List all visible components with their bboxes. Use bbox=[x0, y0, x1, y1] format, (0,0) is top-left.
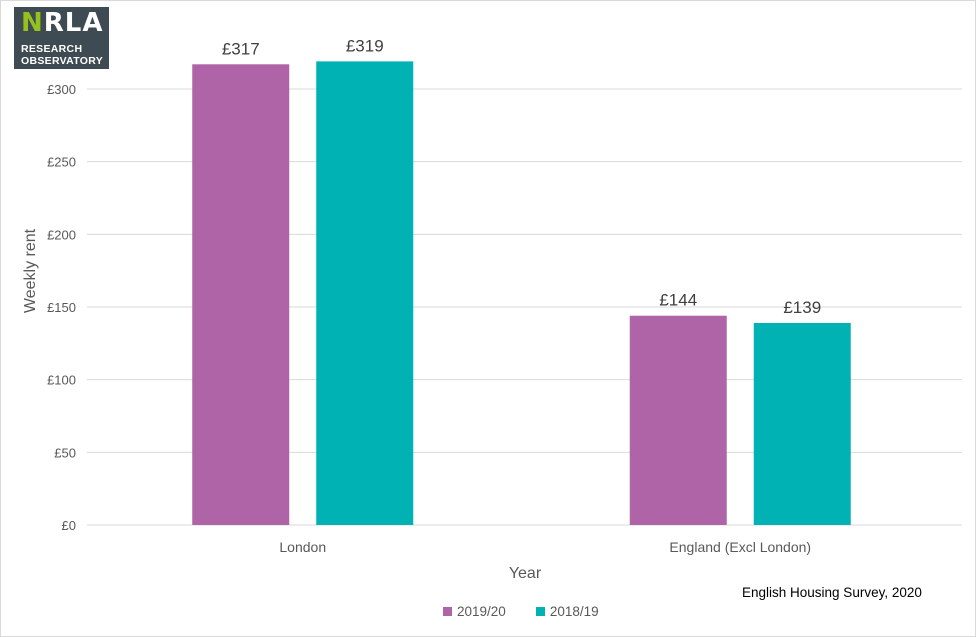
logo-brand: NRLA bbox=[21, 8, 104, 38]
bar bbox=[316, 61, 414, 526]
bar bbox=[753, 322, 851, 525]
category-label: England (Excl London) bbox=[669, 539, 811, 555]
y-tick-label: £100 bbox=[47, 373, 76, 388]
logo-line-observatory: OBSERVATORY bbox=[21, 55, 104, 67]
data-label: £139 bbox=[783, 298, 821, 317]
y-tick-label: £150 bbox=[47, 300, 76, 315]
bars bbox=[192, 61, 851, 526]
y-tick-label: £50 bbox=[54, 445, 76, 460]
y-tick-labels: £0 £50 £100 £150 £200 £250 £300 bbox=[47, 82, 76, 533]
bar bbox=[192, 64, 290, 525]
category-label: London bbox=[279, 539, 326, 555]
data-labels: £317 £319 £144 £139 bbox=[222, 36, 821, 317]
y-tick-label: £250 bbox=[47, 155, 76, 170]
legend-label-series2: 2018/19 bbox=[549, 604, 599, 619]
y-tick-label: £200 bbox=[47, 227, 76, 242]
data-label: £319 bbox=[346, 36, 384, 55]
nrla-logo: NRLA RESEARCH OBSERVATORY bbox=[14, 7, 109, 69]
source-note: English Housing Survey, 2020 bbox=[742, 585, 922, 600]
legend-label-series1: 2019/20 bbox=[457, 604, 506, 619]
legend-item-series2: 2018/19 bbox=[535, 604, 599, 619]
y-tick-label: £0 bbox=[62, 518, 76, 533]
legend-swatch-series1 bbox=[443, 607, 452, 616]
legend-swatch-series2 bbox=[535, 607, 545, 616]
category-labels: London England (Excl London) bbox=[279, 539, 811, 555]
y-axis-title: Weekly rent bbox=[22, 228, 39, 313]
bar bbox=[629, 315, 727, 525]
data-label: £144 bbox=[659, 291, 697, 310]
logo-line-research: RESEARCH bbox=[21, 43, 83, 55]
data-label: £317 bbox=[222, 39, 260, 58]
legend-item-series1: 2019/20 bbox=[443, 604, 506, 619]
y-tick-label: £300 bbox=[47, 82, 76, 97]
legend: 2019/20 2018/19 bbox=[443, 604, 599, 619]
x-axis-title: Year bbox=[509, 565, 542, 582]
